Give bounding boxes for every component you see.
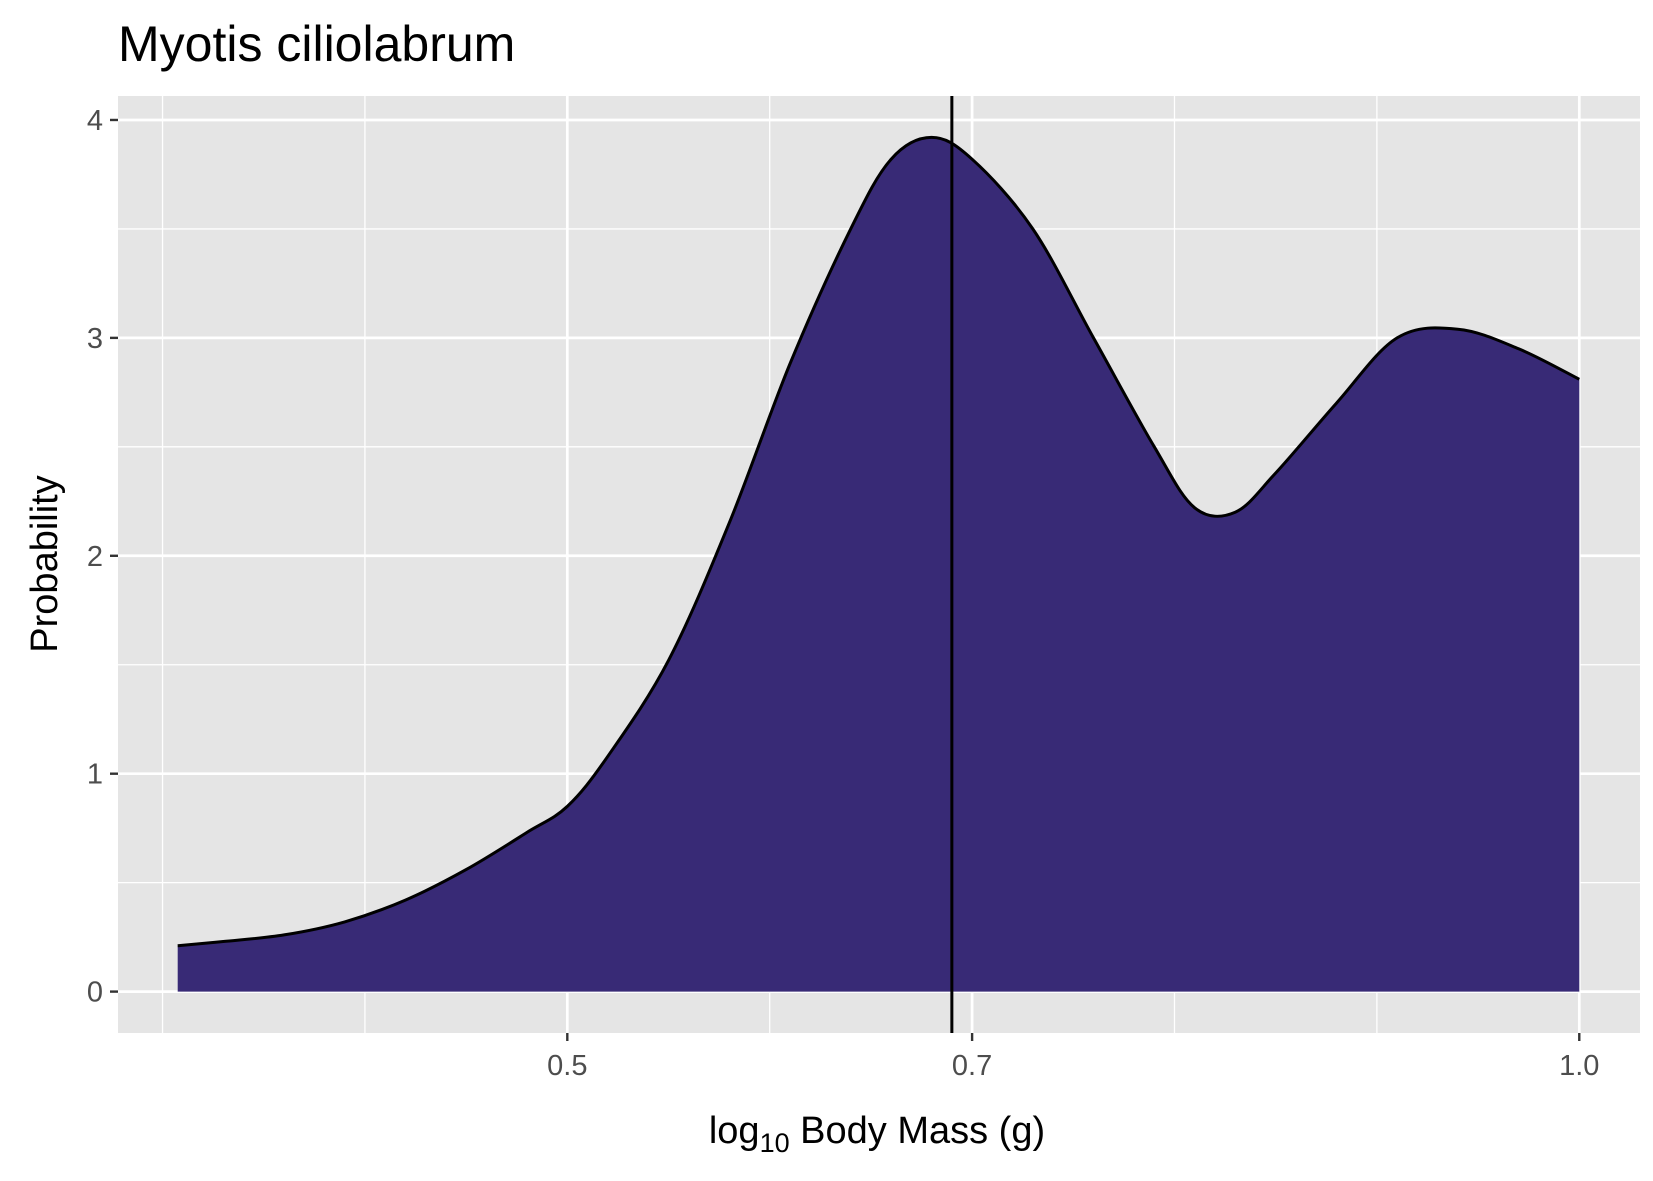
x-axis-title: log10 Body Mass (g) bbox=[709, 1110, 1045, 1158]
y-tick-label: 2 bbox=[87, 541, 103, 573]
x-axis-title-suffix: Body Mass (g) bbox=[790, 1110, 1046, 1152]
density-series bbox=[177, 135, 1580, 992]
x-tick-label: 0.5 bbox=[547, 1050, 587, 1082]
x-tick-label: 0.7 bbox=[952, 1050, 992, 1082]
y-tick-label: 1 bbox=[87, 759, 103, 791]
y-tick-label: 0 bbox=[87, 977, 103, 1009]
density-area bbox=[177, 137, 1580, 992]
density-curve bbox=[177, 135, 1580, 948]
y-tick-label: 4 bbox=[87, 105, 103, 137]
y-tick-label: 3 bbox=[87, 323, 103, 355]
y-axis: 0 1 2 3 4 bbox=[87, 105, 118, 1009]
chart-title: Myotis ciliolabrum bbox=[118, 16, 515, 72]
y-axis-title: Probability bbox=[24, 475, 66, 652]
x-axis-title-subscript: 10 bbox=[760, 1128, 790, 1158]
x-tick-label: 1.0 bbox=[1559, 1050, 1599, 1082]
x-axis: 0.5 0.7 1.0 bbox=[547, 1033, 1599, 1082]
x-axis-title-prefix: log bbox=[709, 1110, 760, 1152]
